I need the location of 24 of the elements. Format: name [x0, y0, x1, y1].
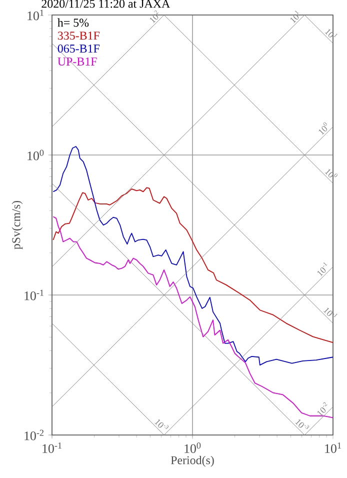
y-tick-label: 10$^{1}$	[28, 10, 44, 20]
y-tick-label: 10$^{-1}$	[24, 290, 44, 300]
y-axis-title: pSv(cm/s)	[12, 200, 23, 250]
text: 10$^{-1}$	[317, 262, 328, 276]
legend-title: h= 5%	[58, 18, 89, 27]
x-tick-label: 10$^{0}$	[184, 442, 201, 453]
chart-title: 2020/11/25 11:20 at JAXA	[42, 0, 170, 8]
text: 10$^{0}$	[324, 169, 338, 178]
text: 10$^{-2}$	[317, 402, 328, 416]
x-axis-title: Period(s)	[170, 456, 214, 467]
text: 10$^{1}$	[324, 29, 338, 38]
text: 10$^{-3}$	[295, 419, 310, 429]
text: 065-B1F	[58, 44, 100, 53]
text: 10$^{-3}$	[154, 419, 169, 429]
text: 10$^{0}$	[318, 122, 328, 136]
text: 10$^{2}$	[150, 10, 158, 24]
text: UP-B1F	[58, 58, 97, 66]
text: 335-B1F	[58, 32, 100, 40]
y-tick-label: 10$^{0}$	[28, 150, 44, 160]
x-tick-label: 10$^{-1}$	[42, 442, 62, 453]
x-tick-label: 10$^{1}$	[325, 442, 341, 453]
y-tick-label: 10$^{-2}$	[24, 430, 44, 440]
text: 10$^{-1}$	[323, 308, 338, 318]
text: 10$^{1}$	[290, 10, 299, 24]
